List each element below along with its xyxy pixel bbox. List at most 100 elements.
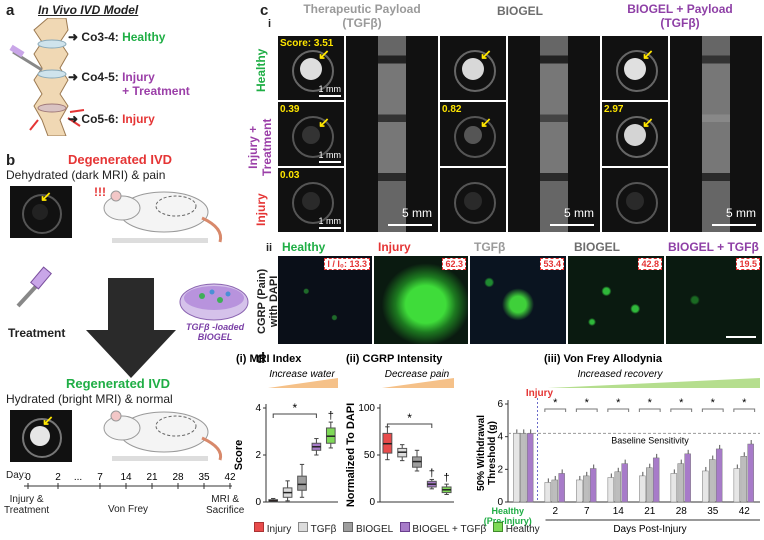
bar bbox=[740, 456, 747, 503]
panel-c-letter: c bbox=[260, 2, 269, 19]
column-title-tgfb: Therapeutic Payload (TGFβ) bbox=[303, 2, 421, 30]
panel-c-sub-i: i bbox=[268, 18, 272, 30]
level-code: Co3-4: bbox=[81, 30, 119, 44]
bar bbox=[607, 477, 615, 503]
dagger-mark: † bbox=[328, 410, 334, 422]
significance-star: * bbox=[292, 401, 297, 415]
bar bbox=[513, 433, 520, 503]
significance-star: * bbox=[553, 397, 558, 409]
timeline-day: 7 bbox=[97, 472, 103, 483]
mri-sagittal-biogel: 5 mm bbox=[508, 36, 600, 232]
level-code: Co5-6: bbox=[81, 112, 119, 126]
significance-star: * bbox=[585, 397, 590, 409]
significance-bracket bbox=[701, 408, 724, 412]
mri-regenerated-image: ↙ bbox=[10, 410, 72, 462]
x-tick-label: 21 bbox=[644, 506, 656, 517]
y-tick-label: 0 bbox=[369, 497, 375, 508]
chart-title: (iii) Von Frey Allodynia bbox=[544, 353, 663, 365]
legend-item-biogel: BIOGEL bbox=[343, 522, 393, 535]
mri-axial-tgfb-healthy: Score: 3.51 ↙ 1 mm bbox=[278, 36, 344, 100]
mri-score: 0.82 bbox=[442, 104, 462, 115]
row-label-injury: Injury bbox=[254, 193, 268, 226]
timeline-day: 35 bbox=[198, 472, 210, 483]
mri-degenerated-image: ↙ bbox=[10, 186, 72, 238]
regenerated-title: Regenerated IVD bbox=[66, 376, 171, 391]
timeline-day: 28 bbox=[172, 472, 184, 483]
box-injury bbox=[382, 426, 393, 461]
treatment-label: Treatment bbox=[8, 326, 66, 340]
chart-subtitle: Decrease pain bbox=[385, 369, 450, 380]
level-arrow: ➜ bbox=[68, 70, 79, 84]
yellow-arrow-icon: ↙ bbox=[480, 46, 492, 62]
cgrp-title-biogel-tgfb: BIOGEL + TGFβ bbox=[668, 240, 759, 254]
bar-group-2: *2 bbox=[544, 397, 567, 517]
significance-bracket bbox=[386, 423, 433, 428]
bar-group-7: *7 bbox=[575, 397, 598, 517]
trend-wedge bbox=[548, 378, 760, 388]
box-tgf- bbox=[282, 480, 293, 502]
bar bbox=[621, 463, 628, 503]
bar bbox=[583, 475, 590, 503]
degenerated-desc: Dehydrated (dark MRI) & pain bbox=[6, 168, 166, 182]
cgrp-image-biogel: 42.8 bbox=[568, 256, 664, 344]
timeline-ellipsis: ... bbox=[74, 472, 82, 483]
mri-axial-biogel-injury-treatment: 0.82 ↙ bbox=[440, 102, 506, 166]
y-tick-label: 2 bbox=[255, 450, 261, 461]
legend-label: Injury bbox=[266, 524, 292, 535]
scale-label: 1 mm bbox=[318, 216, 342, 226]
y-axis-label: Normalized To DAPI bbox=[345, 403, 357, 507]
y-tick-label: 100 bbox=[358, 403, 375, 414]
column-title-biogel: BIOGEL bbox=[496, 4, 543, 18]
cgrp-intensity-chart: (ii) CGRP Intensity Decrease pain 0 50 100No… bbox=[345, 353, 454, 508]
bar-group-28: * 28 bbox=[670, 397, 693, 517]
x-axis-label: Days Post-Injury bbox=[613, 524, 686, 535]
bar bbox=[589, 468, 597, 503]
column-title-biogel-payload: BIOGEL + Payload (TGFβ) bbox=[627, 2, 733, 30]
svg-text:!!!: !!! bbox=[94, 185, 106, 199]
bar bbox=[558, 473, 565, 503]
box-body bbox=[297, 475, 307, 491]
level-co3-4: ➜ Co3-4: Healthy bbox=[68, 30, 165, 44]
level-code: Co4-5: bbox=[81, 70, 119, 84]
x-tick-label-healthy: Healthy (Pre-Injury) bbox=[484, 506, 532, 526]
biogel-dish-icon bbox=[179, 283, 249, 321]
dagger-mark: † bbox=[429, 467, 435, 479]
panel-a-title: In Vivo IVD Model bbox=[38, 3, 139, 17]
timeline-day: 42 bbox=[224, 472, 236, 483]
cgrp-title-tgfb: TGFβ bbox=[474, 240, 506, 254]
level-arrow: ➜ bbox=[68, 30, 79, 44]
panel-c-sub-ii: ii bbox=[266, 242, 273, 254]
y-axis-label: Score bbox=[233, 440, 245, 471]
significance-bracket bbox=[733, 408, 756, 412]
significance-bracket bbox=[575, 408, 598, 412]
legend-label: Healthy bbox=[505, 524, 540, 535]
panel-b-letter: b bbox=[6, 152, 16, 169]
bar bbox=[646, 467, 653, 503]
x-tick-label: 28 bbox=[676, 506, 688, 517]
y-tick-label: 2 bbox=[497, 464, 503, 475]
x-tick-label: 7 bbox=[584, 506, 590, 517]
level-status: Injury bbox=[122, 112, 155, 126]
chart-subtitle: Increase water bbox=[269, 369, 335, 380]
cgrp-value: 62.3 bbox=[442, 258, 466, 270]
y-tick-label: 0 bbox=[255, 497, 261, 508]
regenerated-desc: Hydrated (bright MRI) & normal bbox=[6, 392, 173, 406]
yellow-arrow-icon: ↙ bbox=[42, 412, 54, 428]
scale-label: 1 mm bbox=[318, 84, 342, 94]
bar bbox=[526, 433, 534, 503]
bar bbox=[639, 475, 646, 503]
panel-d-letter: d bbox=[256, 350, 266, 367]
box-healthy bbox=[325, 421, 336, 449]
yellow-arrow-icon: ↙ bbox=[642, 114, 654, 130]
mri-axial-biogel-healthy: ↙ bbox=[440, 36, 506, 100]
box-biogel-tgf- bbox=[426, 478, 437, 490]
trend-wedge bbox=[268, 378, 338, 388]
timeline-event-injury: Injury & Treatment bbox=[4, 494, 50, 516]
bar-group-healthy bbox=[513, 429, 534, 503]
bar bbox=[576, 479, 583, 503]
mri-score: 2.97 bbox=[604, 104, 624, 115]
box-healthy bbox=[441, 483, 452, 495]
spine-illustration bbox=[9, 18, 85, 136]
mri-sagittal-tgfb: 5 mm bbox=[346, 36, 438, 232]
level-status: Injury + Treatment bbox=[122, 70, 190, 98]
